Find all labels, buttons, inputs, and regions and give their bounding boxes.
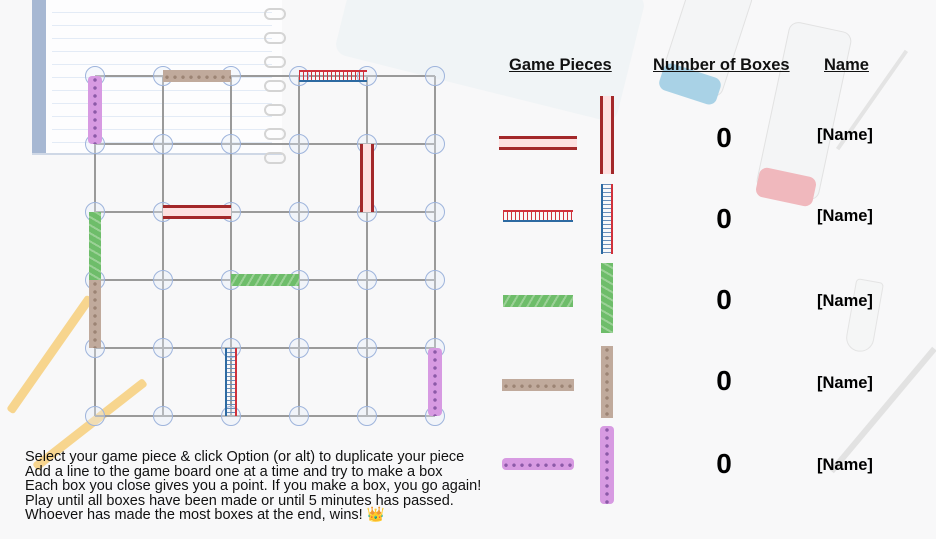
- grid-line-vertical: [162, 76, 164, 416]
- instruction-line: Each box you close gives you a point. If…: [25, 478, 482, 494]
- grid-dot[interactable]: [85, 406, 105, 426]
- grid-dot[interactable]: [153, 270, 173, 290]
- grid-dot[interactable]: [289, 134, 309, 154]
- game-piece-purple-horizontal[interactable]: [502, 458, 574, 470]
- game-piece-dna-horizontal[interactable]: [503, 210, 573, 222]
- placed-piece-red-tube[interactable]: [163, 205, 231, 219]
- grid-dot[interactable]: [153, 134, 173, 154]
- grid-line-vertical: [434, 76, 436, 416]
- instruction-line: Add a line to the game board one at a ti…: [25, 463, 443, 480]
- header-name: Name: [824, 56, 869, 74]
- game-piece-green-horizontal[interactable]: [503, 295, 573, 307]
- grid-line-vertical: [230, 76, 232, 416]
- game-piece-red-horizontal[interactable]: [499, 136, 577, 150]
- game-piece-tan-vertical[interactable]: [601, 346, 613, 418]
- grid-line-horizontal: [95, 143, 435, 145]
- grid-dot[interactable]: [153, 338, 173, 358]
- grid-line-horizontal: [95, 415, 435, 417]
- eppendorf-tube-icon: [843, 278, 885, 354]
- grid-line-horizontal: [95, 75, 435, 77]
- player-name[interactable]: [Name]: [817, 374, 873, 392]
- grid-line-horizontal: [95, 211, 435, 213]
- game-piece-green-vertical[interactable]: [601, 263, 613, 333]
- placed-piece-dna-ladder[interactable]: [225, 348, 237, 416]
- grid-dot[interactable]: [153, 406, 173, 426]
- game-piece-dna-vertical[interactable]: [601, 184, 613, 254]
- game-piece-tan-horizontal[interactable]: [502, 379, 574, 391]
- grid-dot[interactable]: [289, 338, 309, 358]
- player-name[interactable]: [Name]: [817, 126, 873, 144]
- instructions: Select your game piece & click Option (o…: [25, 450, 481, 523]
- player-name[interactable]: [Name]: [817, 292, 873, 310]
- placed-piece-green-striped[interactable]: [89, 212, 101, 280]
- grid-dot[interactable]: [425, 270, 445, 290]
- grid-dot[interactable]: [425, 202, 445, 222]
- box-count: 0: [716, 448, 732, 479]
- grid-dot[interactable]: [425, 134, 445, 154]
- grid-dot[interactable]: [221, 134, 241, 154]
- placed-piece-tan-cells[interactable]: [89, 280, 101, 348]
- placed-piece-purple-cells[interactable]: [428, 348, 442, 416]
- tube-cap-red-icon: [754, 166, 818, 208]
- placed-piece-dna-ladder[interactable]: [299, 70, 367, 82]
- grid-dot[interactable]: [357, 270, 377, 290]
- grid-dot[interactable]: [357, 406, 377, 426]
- grid-line-vertical: [366, 76, 368, 416]
- instruction-line: Play until all boxes have been made or u…: [25, 492, 454, 509]
- game-board: [0, 0, 470, 430]
- grid-dot[interactable]: [425, 66, 445, 86]
- box-count: 0: [716, 284, 732, 315]
- placed-piece-green-striped[interactable]: [231, 274, 299, 286]
- grid-line-vertical: [298, 76, 300, 416]
- pipette-icon: [829, 346, 936, 474]
- player-name[interactable]: [Name]: [817, 207, 873, 225]
- grid-line-horizontal: [95, 347, 435, 349]
- box-count: 0: [716, 203, 732, 234]
- player-name[interactable]: [Name]: [817, 456, 873, 474]
- placed-piece-purple-cells[interactable]: [88, 76, 102, 144]
- header-number-of-boxes: Number of Boxes: [653, 56, 790, 74]
- grid-dot[interactable]: [289, 202, 309, 222]
- header-game-pieces: Game Pieces: [509, 56, 612, 74]
- instruction-line: Whoever has made the most boxes at the e…: [25, 507, 385, 523]
- game-piece-red-vertical[interactable]: [600, 96, 614, 174]
- game-piece-purple-vertical[interactable]: [600, 426, 614, 504]
- placed-piece-tan-cells[interactable]: [163, 70, 231, 82]
- grid-dot[interactable]: [289, 406, 309, 426]
- instruction-line: Select your game piece & click Option (o…: [25, 449, 465, 465]
- falcon-tube-blue-illustration: [659, 0, 755, 100]
- box-count: 0: [716, 122, 732, 153]
- falcon-tube-red-illustration: [754, 20, 854, 202]
- grid-dot[interactable]: [357, 338, 377, 358]
- placed-piece-red-tube[interactable]: [360, 144, 374, 212]
- box-count: 0: [716, 365, 732, 396]
